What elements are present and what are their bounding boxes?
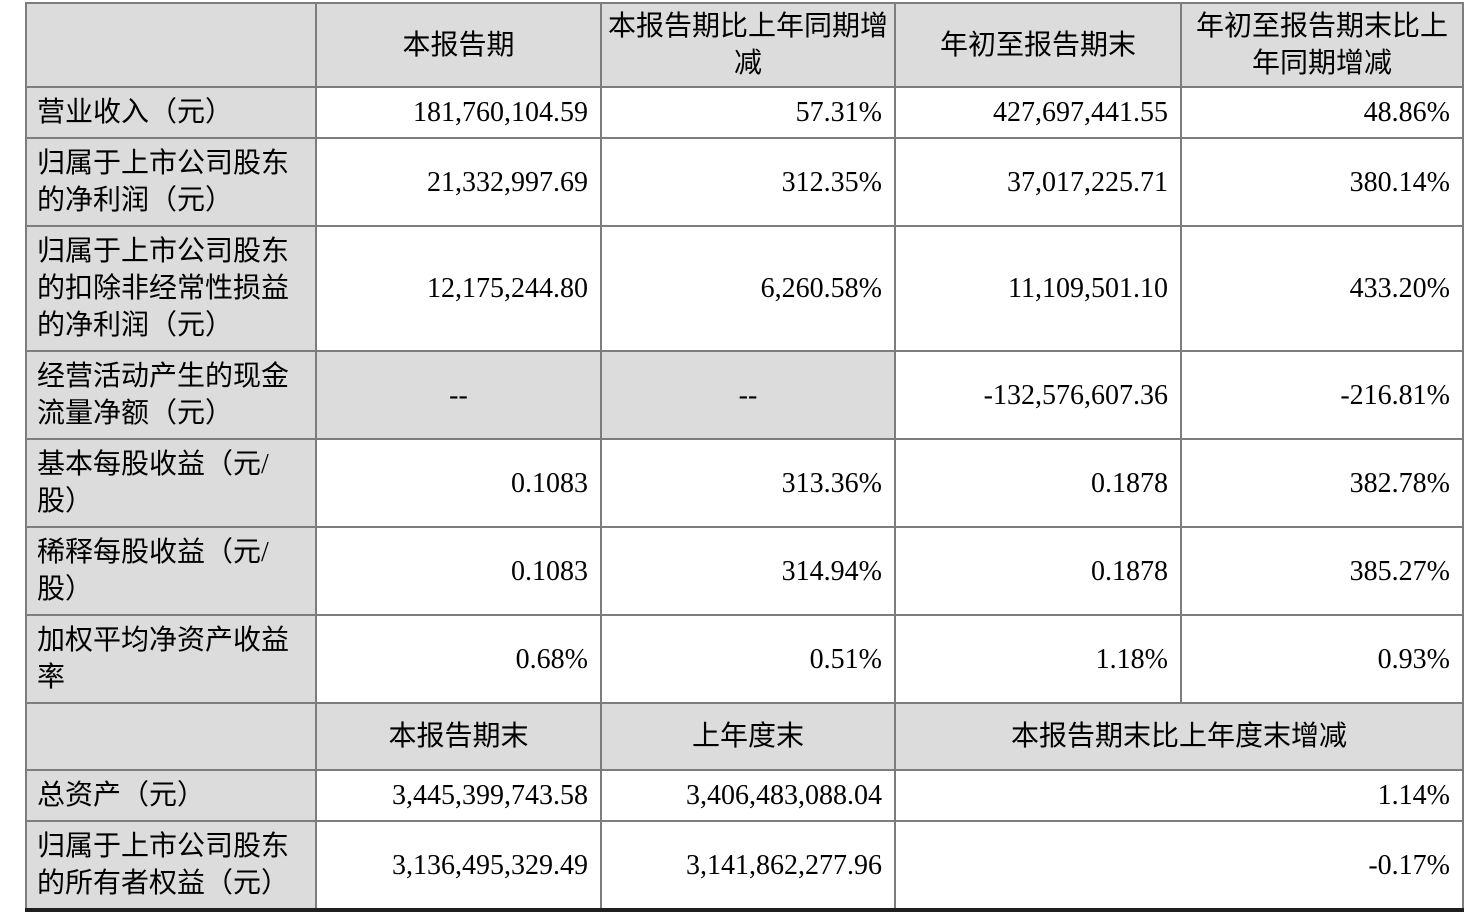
value-current-yoy: 313.36% <box>600 438 896 528</box>
row-label: 基本每股收益（元/股） <box>25 438 317 528</box>
row-label: 归属于上市公司股东的净利润（元） <box>25 137 317 227</box>
value-change: -0.17% <box>894 820 1464 911</box>
value-ytd-yoy: -216.81% <box>1180 350 1464 440</box>
value-end-of-last-year: 3,406,483,088.04 <box>600 769 896 822</box>
value-ytd: 0.1878 <box>894 438 1182 528</box>
row-weighted-avg-roe: 加权平均净资产收益率 0.68% 0.51% 1.18% 0.93% <box>25 614 1464 704</box>
value-current-yoy: 314.94% <box>600 526 896 616</box>
row-operating-cash-flow: 经营活动产生的现金流量净额（元） -- -- -132,576,607.36 -… <box>25 350 1464 440</box>
report-page: { "table": { "header_period": { "corner"… <box>25 2 1464 912</box>
value-ytd: 11,109,501.10 <box>894 225 1182 352</box>
row-label: 营业收入（元） <box>25 86 317 139</box>
header-row-balance: 本报告期末 上年度末 本报告期末比上年度末增减 <box>25 702 1464 771</box>
header-corner <box>25 702 317 771</box>
value-current: 12,175,244.80 <box>315 225 602 352</box>
value-ytd: 1.18% <box>894 614 1182 704</box>
value-current-dash: -- <box>315 350 602 440</box>
header-end-of-last-year: 上年度末 <box>600 702 896 771</box>
value-ytd-yoy: 48.86% <box>1180 86 1464 139</box>
row-label: 加权平均净资产收益率 <box>25 614 317 704</box>
value-ytd: 37,017,225.71 <box>894 137 1182 227</box>
value-end-of-last-year: 3,141,862,277.96 <box>600 820 896 911</box>
row-diluted-eps: 稀释每股收益（元/股） 0.1083 314.94% 0.1878 385.27… <box>25 526 1464 616</box>
row-label: 稀释每股收益（元/股） <box>25 526 317 616</box>
value-end-of-period: 3,136,495,329.49 <box>315 820 602 911</box>
financial-summary-table: 本报告期 本报告期比上年同期增减 年初至报告期末 年初至报告期末比上年同期增减 … <box>25 2 1464 912</box>
row-operating-revenue: 营业收入（元） 181,760,104.59 57.31% 427,697,44… <box>25 86 1464 139</box>
value-current: 0.1083 <box>315 438 602 528</box>
value-current-yoy: 6,260.58% <box>600 225 896 352</box>
value-current-yoy-dash: -- <box>600 350 896 440</box>
value-ytd-yoy: 382.78% <box>1180 438 1464 528</box>
value-current-yoy: 312.35% <box>600 137 896 227</box>
row-label: 经营活动产生的现金流量净额（元） <box>25 350 317 440</box>
row-label: 归属于上市公司股东的所有者权益（元） <box>25 820 317 911</box>
value-ytd: -132,576,607.36 <box>894 350 1182 440</box>
value-ytd: 0.1878 <box>894 526 1182 616</box>
row-net-profit-attributable: 归属于上市公司股东的净利润（元） 21,332,997.69 312.35% 3… <box>25 137 1464 227</box>
header-row-period: 本报告期 本报告期比上年同期增减 年初至报告期末 年初至报告期末比上年同期增减 <box>25 2 1464 88</box>
row-total-assets: 总资产（元） 3,445,399,743.58 3,406,483,088.04… <box>25 769 1464 822</box>
value-ytd: 427,697,441.55 <box>894 86 1182 139</box>
header-end-of-period: 本报告期末 <box>315 702 602 771</box>
value-ytd-yoy: 0.93% <box>1180 614 1464 704</box>
header-ytd-yoy: 年初至报告期末比上年同期增减 <box>1180 2 1464 88</box>
value-ytd-yoy: 385.27% <box>1180 526 1464 616</box>
value-change: 1.14% <box>894 769 1464 822</box>
header-change-vs-last-year-end: 本报告期末比上年度末增减 <box>894 702 1464 771</box>
row-owners-equity-attributable: 归属于上市公司股东的所有者权益（元） 3,136,495,329.49 3,14… <box>25 820 1464 911</box>
value-ytd-yoy: 433.20% <box>1180 225 1464 352</box>
value-current: 181,760,104.59 <box>315 86 602 139</box>
value-current: 21,332,997.69 <box>315 137 602 227</box>
row-label: 归属于上市公司股东的扣除非经常性损益的净利润（元） <box>25 225 317 352</box>
value-current-yoy: 57.31% <box>600 86 896 139</box>
value-end-of-period: 3,445,399,743.58 <box>315 769 602 822</box>
header-corner <box>25 2 317 88</box>
row-label: 总资产（元） <box>25 769 317 822</box>
header-ytd: 年初至报告期末 <box>894 2 1182 88</box>
header-current-period: 本报告期 <box>315 2 602 88</box>
value-current: 0.68% <box>315 614 602 704</box>
header-current-period-yoy: 本报告期比上年同期增减 <box>600 2 896 88</box>
value-current-yoy: 0.51% <box>600 614 896 704</box>
row-basic-eps: 基本每股收益（元/股） 0.1083 313.36% 0.1878 382.78… <box>25 438 1464 528</box>
row-net-profit-excl-nonrecurring: 归属于上市公司股东的扣除非经常性损益的净利润（元） 12,175,244.80 … <box>25 225 1464 352</box>
value-current: 0.1083 <box>315 526 602 616</box>
value-ytd-yoy: 380.14% <box>1180 137 1464 227</box>
